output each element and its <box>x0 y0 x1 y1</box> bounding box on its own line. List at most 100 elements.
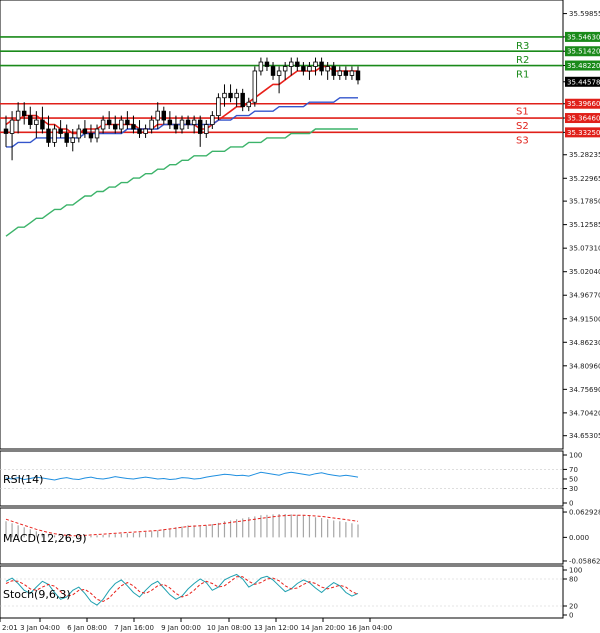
candle-body <box>40 119 45 130</box>
candle-body <box>28 115 33 125</box>
candle-body <box>355 70 361 81</box>
candle-body <box>64 133 69 143</box>
support-label-s3: S3 <box>516 135 529 146</box>
stoch-label: Stoch(9,6,3) <box>3 588 71 601</box>
y-tick-label: 34.96770 <box>569 292 600 300</box>
y-tick-label: 35.07310 <box>569 245 600 253</box>
x-tick-label: 3 Jan 04:00 <box>20 624 60 632</box>
support-tag-text: 35.36460 <box>567 115 600 123</box>
support-label-s2: S2 <box>516 121 529 132</box>
candle-body <box>191 119 197 125</box>
resistance-tag-text: 35.51420 <box>567 48 600 56</box>
support-tag-text: 35.39660 <box>567 100 600 108</box>
candle-body <box>167 119 173 125</box>
candle-body <box>319 61 324 72</box>
x-tick-label: 10 Jan 08:00 <box>207 624 251 632</box>
candle-body <box>252 70 258 103</box>
candle-body <box>94 128 100 139</box>
stoch-tick-label: 100 <box>569 567 582 575</box>
candle-body <box>258 61 264 72</box>
macd-tick-label: 0.000 <box>569 534 589 542</box>
candle-body <box>155 110 160 121</box>
candle-body <box>282 66 288 72</box>
candle-body <box>82 128 88 134</box>
candle-body <box>301 66 306 72</box>
x-tick-label: 6 Jan 08:00 <box>67 624 107 632</box>
y-tick-label: 34.86230 <box>569 339 600 347</box>
resistance-label-r1: R1 <box>516 70 529 81</box>
rsi-tick-label: 70 <box>569 466 578 474</box>
stoch-panel-frame <box>0 565 564 619</box>
candle-body <box>131 124 136 130</box>
support-tag-bg <box>565 127 600 138</box>
stoch-tick-label: 20 <box>569 603 578 611</box>
candle-body <box>58 128 63 134</box>
candle-body <box>325 66 330 72</box>
candle-body <box>197 119 203 134</box>
resistance-tag-bg <box>565 60 600 71</box>
y-tick-label: 35.22965 <box>569 175 600 183</box>
candle-body <box>46 128 51 143</box>
x-tick-label: 7 Jan 16:00 <box>114 624 154 632</box>
candle-body <box>3 128 9 134</box>
candle-body <box>240 92 245 108</box>
rsi-tick-label: 30 <box>569 485 578 493</box>
candle-body <box>313 61 318 67</box>
rsi-label: RSI(14) <box>3 473 43 486</box>
candle-body <box>234 92 239 99</box>
candle-body <box>21 110 27 117</box>
support-label-s1: S1 <box>516 107 529 118</box>
stoch-tick-label: 80 <box>569 576 578 584</box>
candle-body <box>185 119 191 125</box>
y-tick-label: 34.80960 <box>569 362 600 370</box>
rsi-line <box>5 471 359 481</box>
candle-body <box>161 110 167 121</box>
candle-body <box>246 101 251 108</box>
candle-body <box>106 119 112 125</box>
y-tick-label: 35.28235 <box>569 151 600 159</box>
macd-label: MACD(12,26,9) <box>3 532 87 545</box>
resistance-tag-text: 35.54630 <box>567 33 600 41</box>
moving-average-ma_slow <box>5 128 358 237</box>
candle-body <box>149 119 154 130</box>
macd-tick-label: -0.05862 <box>569 557 600 565</box>
rsi-tick-label: 50 <box>569 476 578 484</box>
candle-body <box>216 97 221 117</box>
candle-body <box>76 128 82 139</box>
candle-body <box>337 70 343 76</box>
candle-body <box>222 92 227 99</box>
current-price-tag-bg <box>565 76 600 87</box>
candle-body <box>270 66 276 76</box>
rsi-tick-label: 0 <box>569 500 573 508</box>
rsi-tick-label: 100 <box>569 452 582 460</box>
macd-signal-line <box>5 514 359 537</box>
candle-body <box>143 128 148 134</box>
candle-body <box>349 70 355 76</box>
macd-panel-frame <box>0 507 564 565</box>
macd-tick-label: 0.062928 <box>569 509 600 517</box>
candle-body <box>289 61 294 67</box>
resistance-label-r2: R2 <box>516 55 529 66</box>
support-tag-bg <box>565 98 600 109</box>
x-tick-label: 9 Jan 00:00 <box>161 624 201 632</box>
y-tick-label: 34.70420 <box>569 409 600 417</box>
stoch-tick-label: 0 <box>569 612 573 620</box>
stoch-layer <box>0 573 563 607</box>
y-tick-label: 35.12585 <box>569 221 600 229</box>
candle-body <box>295 61 300 67</box>
main-layer: R3 R2 R1 S1 S2 S3 <box>0 36 563 237</box>
candle-body <box>228 92 233 99</box>
axis-layer: 35.59855 35.54630 35.51420 35.48220 35.44578… <box>0 10 600 632</box>
resistance-tag-text: 35.48220 <box>567 62 600 70</box>
candle-body <box>179 119 185 130</box>
resistance-label-r3: R3 <box>516 41 529 52</box>
y-tick-label: 34.91500 <box>569 315 600 323</box>
candle-body <box>34 119 39 125</box>
candle-body <box>113 124 118 130</box>
candle-body <box>9 119 15 134</box>
stoch-d-line <box>5 576 359 603</box>
candle-body <box>173 124 179 130</box>
